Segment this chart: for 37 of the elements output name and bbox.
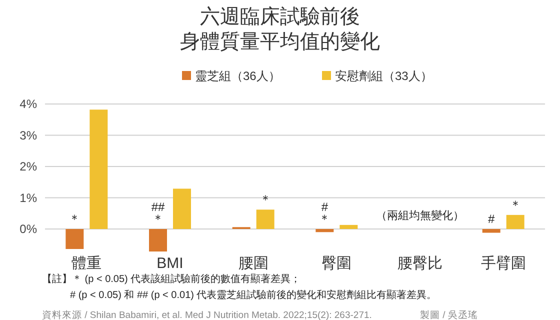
bar — [316, 229, 334, 232]
annotation: ＊ — [68, 212, 81, 226]
x-tick-label: BMI — [156, 255, 184, 272]
bar — [506, 214, 524, 229]
annotation: （兩組均無變化） — [376, 209, 464, 222]
x-tick-label: 體重 — [72, 255, 102, 272]
annotation: ＊ — [259, 192, 272, 207]
legend-label: 靈芝組（36人） — [195, 69, 280, 83]
y-tick-label: 4% — [20, 97, 38, 111]
bar — [482, 229, 500, 233]
annotation: ＊ — [509, 198, 522, 212]
annotation: ## — [151, 200, 165, 214]
annotation: ＊ — [318, 212, 331, 226]
bar — [256, 210, 274, 229]
annotation: ＊ — [152, 212, 164, 226]
annotation: # — [321, 200, 328, 214]
bar — [90, 110, 108, 229]
bar — [340, 224, 358, 229]
bar — [173, 188, 191, 229]
chart-title: 六週臨床試驗前後 — [200, 6, 360, 28]
y-tick-label: 2% — [20, 160, 38, 174]
x-tick-label: 腰圍 — [238, 255, 268, 272]
legend-label: 安慰劑組（33人） — [335, 69, 432, 83]
y-tick-label: 1% — [20, 190, 38, 205]
annotation: # — [488, 212, 495, 226]
text: 【註】＊ (p < 0.05) 代表該組試驗前後的數值有顯著差異； — [42, 273, 301, 285]
text: 製圖 / 吳丞瑤 — [420, 309, 478, 320]
x-tick-label: 手臂圍 — [480, 255, 526, 272]
x-tick-label: 臀圍 — [322, 255, 352, 272]
source-note: 資料來源 / Shilan Babamiri, et al. Med J Nutrition Metab. 2022;15(2): 263-271. — [42, 309, 372, 320]
text: # (p < 0.05) 和 ## (p < 0.01) 代表靈芝組試驗前後的變化和安慰劑組比有顯著差異。 — [70, 289, 437, 301]
bar — [66, 229, 84, 249]
bar — [149, 229, 167, 252]
y-tick-label: 3% — [20, 128, 38, 142]
x-tick-label: 腰臀比 — [398, 255, 442, 272]
chart-subtitle: 身體質量平均值的變化 — [180, 31, 380, 53]
y-tick-label: 0% — [20, 222, 38, 236]
